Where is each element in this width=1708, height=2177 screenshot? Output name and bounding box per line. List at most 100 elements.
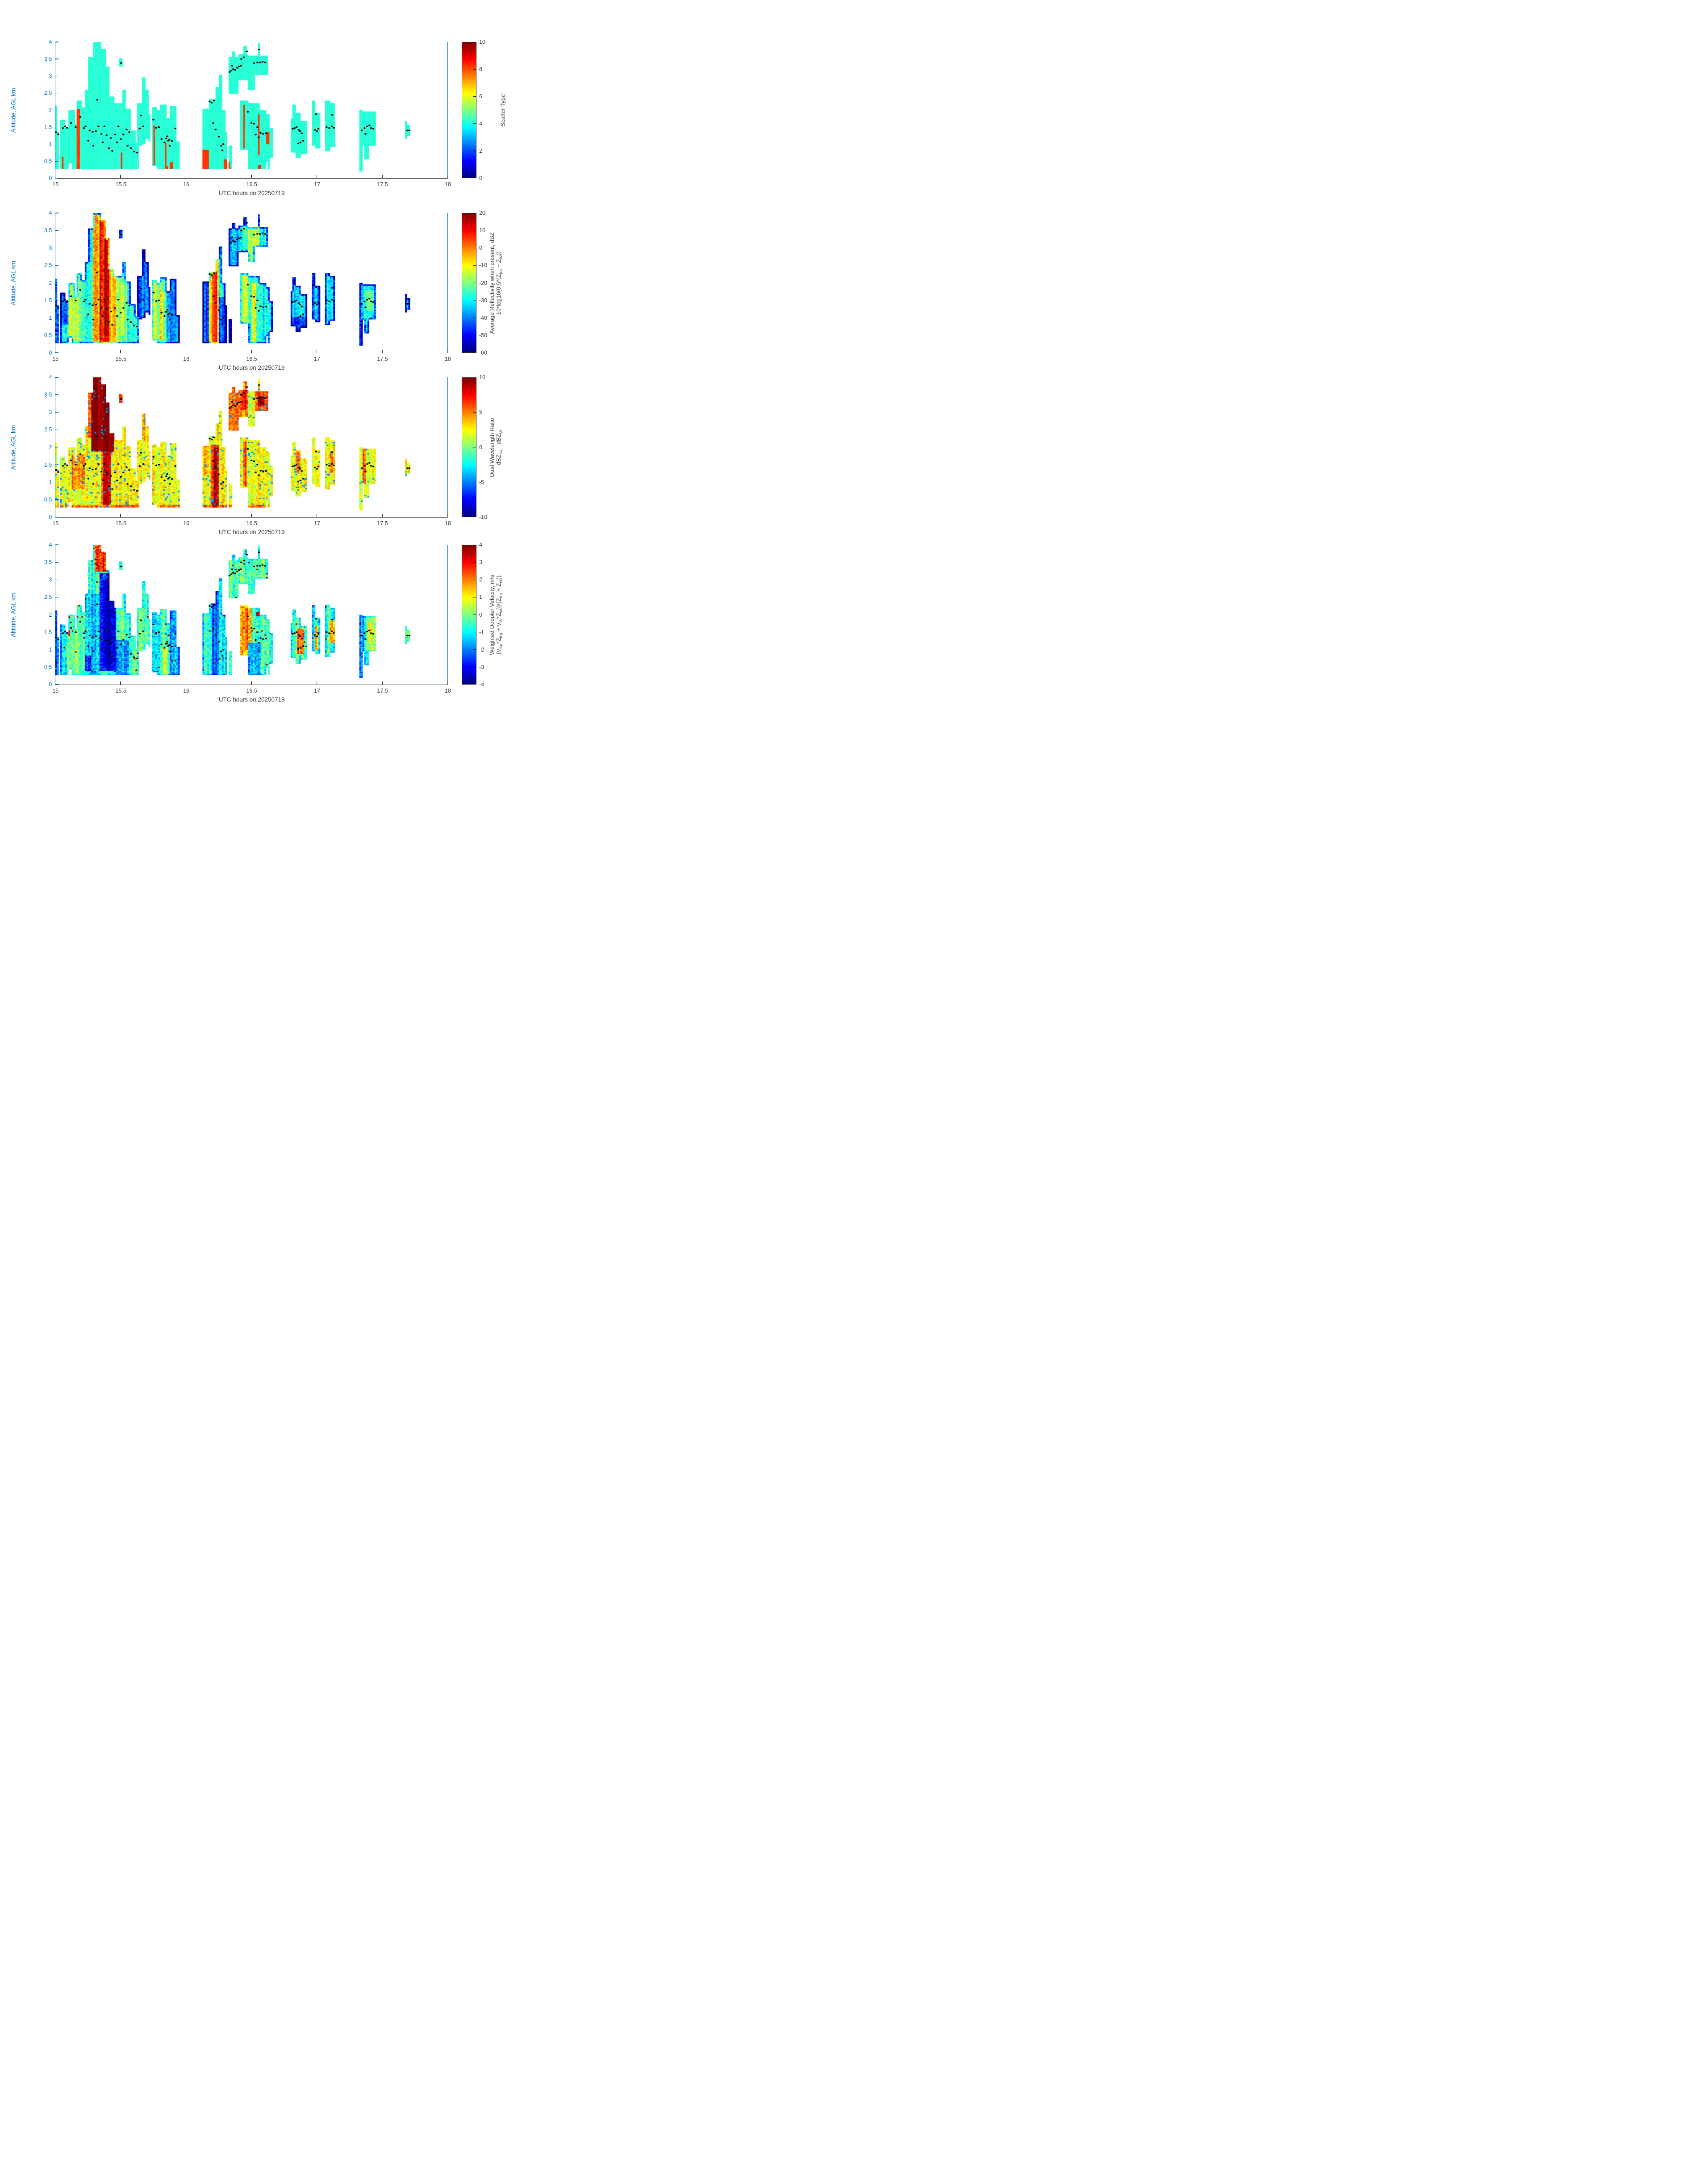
x-tick-label: 16 xyxy=(183,181,190,188)
panel-reflectivity: Altitude, AGL km UTC hours on 20250719 A… xyxy=(0,0,569,726)
colorbar-tick xyxy=(473,562,476,563)
colorbar-tick-label: 5 xyxy=(479,409,482,416)
x-tick-label: 15 xyxy=(52,688,59,694)
x-tick xyxy=(120,681,121,685)
plot-area xyxy=(54,377,448,518)
colorbar xyxy=(462,213,476,353)
x-tick-label: 16.5 xyxy=(246,688,257,694)
y-tick xyxy=(55,464,58,465)
y-tick-label: 4 xyxy=(49,374,52,380)
colorbar-title: Scatter Type xyxy=(499,94,506,126)
x-tick-label: 17 xyxy=(314,688,321,694)
y-tick-label: 3 xyxy=(49,577,52,583)
y-tick-label: 0 xyxy=(49,350,52,356)
y-tick xyxy=(55,544,58,545)
colorbar-tick xyxy=(473,300,476,301)
colorbar-tick-label: 0 xyxy=(479,611,482,618)
heatmap-canvas xyxy=(55,213,448,353)
y-tick-label: 0 xyxy=(49,681,52,688)
y-tick-label: 2 xyxy=(49,444,52,451)
colorbar-tick-label: -4 xyxy=(479,681,484,688)
colorbar-tick xyxy=(473,649,476,650)
x-tick-label: 16.5 xyxy=(246,181,257,188)
y-tick-label: 0.5 xyxy=(44,158,52,164)
colorbar-tick-label: -30 xyxy=(479,297,488,304)
y-tick xyxy=(55,300,58,301)
y-tick-label: 1.5 xyxy=(44,461,52,468)
colorbar-tick xyxy=(473,597,476,598)
colorbar-tick-label: 8 xyxy=(479,66,482,72)
colorbar-tick-label: -3 xyxy=(479,664,484,670)
y-tick-label: 1 xyxy=(49,314,52,321)
x-tick-label: 15.5 xyxy=(115,688,126,694)
colorbar-tick-label: -1 xyxy=(479,629,484,635)
y-tick-label: 4 xyxy=(49,210,52,216)
colorbar-tick xyxy=(473,123,476,124)
x-axis-label: UTC hours on 20250719 xyxy=(218,190,285,196)
x-tick-label: 16.5 xyxy=(246,356,257,362)
x-tick-label: 15.5 xyxy=(115,520,126,526)
heatmap-canvas xyxy=(55,42,448,178)
colorbar-title: Weighted Doppler Velocity, m/s (VKa*ZKa +… xyxy=(489,574,503,655)
y-tick-label: 0.5 xyxy=(44,332,52,338)
x-tick xyxy=(120,350,121,353)
colorbar-tick-label: 0 xyxy=(479,444,482,451)
x-tick-label: 17 xyxy=(314,520,321,526)
y-tick-label: 1 xyxy=(49,479,52,485)
x-tick-label: 17.5 xyxy=(377,181,388,188)
colorbar-tick xyxy=(473,265,476,266)
y-tick xyxy=(55,58,58,59)
y-tick xyxy=(55,649,58,650)
colorbar-title: Dual Wavelength Ratio dBZKa - dBZW xyxy=(489,418,503,477)
colorbar xyxy=(462,377,476,517)
colorbar-tick xyxy=(473,230,476,231)
x-tick-label: 15 xyxy=(52,356,59,362)
y-tick-label: 0.5 xyxy=(44,664,52,670)
y-tick-label: 3 xyxy=(49,73,52,79)
colorbar-tick-label: -50 xyxy=(479,332,488,338)
panel-scatter-type: Altitude, AGL km UTC hours on 20250719 S… xyxy=(0,0,569,726)
colorbar-tick-label: 1 xyxy=(479,594,482,601)
y-tick xyxy=(55,265,58,266)
x-tick xyxy=(447,175,448,178)
y-tick-label: 1 xyxy=(49,646,52,653)
x-tick-label: 17.5 xyxy=(377,688,388,694)
y-tick xyxy=(55,394,58,395)
x-tick-label: 18 xyxy=(445,356,451,362)
y-tick-label: 3.5 xyxy=(44,392,52,398)
colorbar-tick xyxy=(473,614,476,615)
panel-doppler-velocity: Altitude, AGL km UTC hours on 20250719 W… xyxy=(0,0,569,726)
colorbar-tick-label: 10 xyxy=(479,374,485,380)
x-tick xyxy=(447,350,448,353)
colorbar-tick-label: -20 xyxy=(479,280,488,286)
colorbar-tick xyxy=(473,412,476,413)
x-tick-label: 17 xyxy=(314,181,321,188)
y-axis-label: Altitude, AGL km xyxy=(10,425,17,470)
panel-dual-wavelength-ratio: Altitude, AGL km UTC hours on 20250719 D… xyxy=(0,0,569,726)
colorbar-tick-label: 10 xyxy=(479,227,485,234)
colorbar-tick-label: 2 xyxy=(479,577,482,583)
y-tick-label: 0.5 xyxy=(44,496,52,503)
x-tick xyxy=(120,175,121,178)
y-tick-label: 2 xyxy=(49,107,52,113)
y-tick-label: 0 xyxy=(49,175,52,181)
y-axis-label: Altitude, AGL km xyxy=(10,88,17,133)
y-tick-label: 3.5 xyxy=(44,56,52,63)
y-tick xyxy=(55,614,58,615)
y-tick-label: 2.5 xyxy=(44,426,52,433)
colorbar xyxy=(462,42,476,178)
x-tick-label: 18 xyxy=(445,520,451,526)
colorbar-tick-label: -5 xyxy=(479,479,484,485)
y-tick-label: 1.5 xyxy=(44,124,52,130)
y-tick-label: 2 xyxy=(49,611,52,618)
colorbar-tick-label: -10 xyxy=(479,514,488,520)
x-tick xyxy=(447,514,448,517)
colorbar-tick-label: 4 xyxy=(479,121,482,127)
colorbar-tick-label: 6 xyxy=(479,93,482,100)
colorbar-tick-label: 0 xyxy=(479,245,482,251)
x-tick-label: 15.5 xyxy=(115,356,126,362)
y-tick-label: 3.5 xyxy=(44,227,52,234)
x-tick xyxy=(120,514,121,517)
y-tick-label: 2 xyxy=(49,280,52,286)
y-tick-label: 2.5 xyxy=(44,262,52,269)
